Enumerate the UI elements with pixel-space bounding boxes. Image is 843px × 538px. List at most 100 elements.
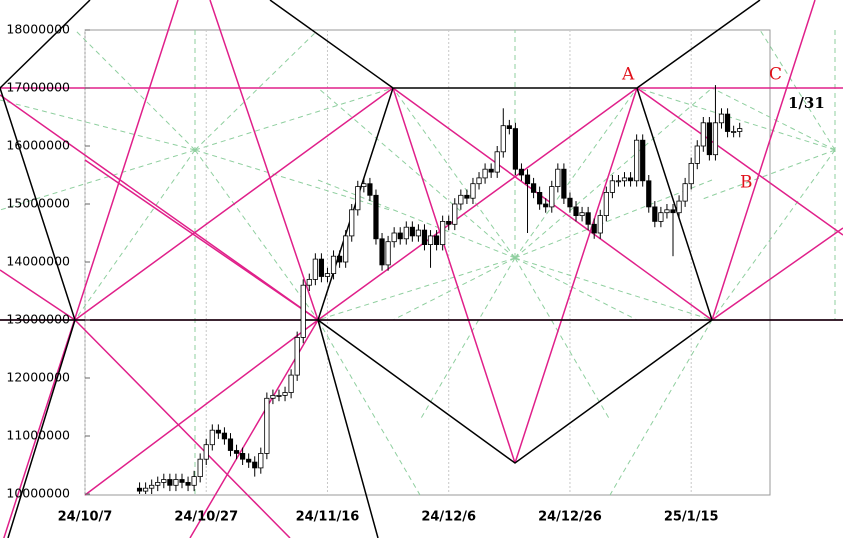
y-tick-label: 15000000 — [6, 196, 70, 211]
candle-body — [276, 394, 282, 397]
candle-body — [488, 168, 494, 173]
candle-body — [591, 223, 597, 234]
candle-body — [470, 183, 476, 199]
candle-body — [233, 450, 240, 454]
candle-body — [627, 177, 634, 182]
candle-body — [512, 128, 518, 170]
candle-body — [543, 203, 549, 208]
y-tick-label: 11000000 — [6, 428, 70, 443]
candle-body — [185, 481, 191, 486]
candle-body — [209, 429, 215, 446]
black-line — [269, 0, 761, 89]
candle-body — [585, 212, 591, 225]
candle-body — [712, 122, 719, 156]
candle-body — [318, 258, 325, 277]
candle-body — [167, 479, 173, 486]
candle-body — [518, 168, 525, 176]
y-tick-label: 12000000 — [6, 370, 70, 385]
candle-body — [458, 194, 464, 205]
candle-body — [724, 113, 731, 132]
candle-body — [603, 191, 609, 216]
candle-body — [385, 241, 391, 266]
candle-body — [482, 168, 488, 179]
candle-body — [191, 476, 197, 486]
candle-body — [621, 177, 628, 182]
candle-body — [203, 444, 209, 460]
candle-body — [397, 232, 403, 240]
candle-body — [270, 394, 276, 399]
x-tick-label: 24/12/26 — [538, 510, 602, 525]
pink-line — [0, 0, 319, 538]
candle-body — [694, 145, 700, 164]
y-tick-label: 14000000 — [6, 254, 70, 269]
candle-body — [609, 180, 615, 193]
pink-line — [74, 87, 713, 464]
candle-body — [294, 336, 300, 376]
candle-body — [676, 200, 682, 214]
candle-body — [452, 203, 458, 225]
candle-body — [530, 183, 537, 193]
candle-body — [173, 479, 179, 486]
candles — [136, 85, 743, 494]
candle-body — [306, 278, 312, 286]
candle-body — [349, 209, 355, 237]
y-tick-label: 13000000 — [6, 312, 70, 327]
y-tick-label: 16000000 — [6, 138, 70, 153]
candle-body — [718, 113, 725, 124]
x-tick-label: 24/10/27 — [174, 510, 238, 525]
candle-body — [324, 273, 331, 277]
y-tick-label: 18000000 — [6, 22, 70, 37]
candle-body — [391, 232, 397, 243]
x-tick-label: 25/1/15 — [664, 510, 719, 525]
candle-body — [155, 481, 161, 486]
candle-body — [494, 151, 500, 173]
candle-body — [579, 212, 585, 216]
x-tick-label: 24/10/7 — [58, 510, 113, 525]
annotation: 1/31 — [788, 94, 825, 112]
candle-body — [506, 125, 512, 129]
candle-body — [197, 458, 203, 478]
candle-body — [658, 212, 664, 222]
guide — [636, 29, 836, 321]
candle-body — [136, 487, 143, 492]
y-tick-label: 17000000 — [6, 80, 70, 95]
candle-body — [646, 180, 652, 208]
candle-body — [524, 174, 531, 185]
candle-body — [246, 458, 252, 463]
candle-body — [706, 122, 712, 156]
candle-body — [379, 238, 385, 266]
x-tick-label: 24/11/16 — [296, 510, 360, 525]
candle-body — [343, 235, 349, 263]
annotation: A — [621, 65, 635, 85]
candle-body — [500, 125, 506, 153]
candle-body — [240, 452, 246, 460]
candle-body — [264, 397, 270, 454]
candle-body — [221, 432, 228, 440]
candle-body — [567, 197, 573, 208]
candle-body — [409, 226, 415, 237]
candle-body — [427, 235, 434, 245]
candle-body — [227, 438, 234, 451]
pink-line — [0, 0, 843, 321]
candle-body — [337, 255, 343, 263]
candle-body — [421, 229, 428, 246]
axes: 10000000 11000000 12000000 13000000 14000000… — [6, 22, 718, 525]
candle-body — [615, 180, 622, 183]
candle-body — [433, 235, 440, 245]
x-tick-label: 24/12/6 — [421, 510, 476, 525]
candle-body — [700, 122, 706, 147]
candle-body — [403, 226, 409, 240]
candle-body — [282, 392, 288, 396]
candle-body — [537, 191, 543, 205]
candle-body — [258, 452, 264, 469]
candle-body — [415, 229, 422, 237]
candle-body — [688, 162, 694, 185]
candle-body — [312, 258, 318, 280]
plot-frame — [84, 29, 771, 496]
candle-body — [330, 255, 337, 275]
candle-body — [737, 128, 743, 132]
candle-body — [215, 429, 221, 434]
candle-body — [288, 374, 294, 393]
